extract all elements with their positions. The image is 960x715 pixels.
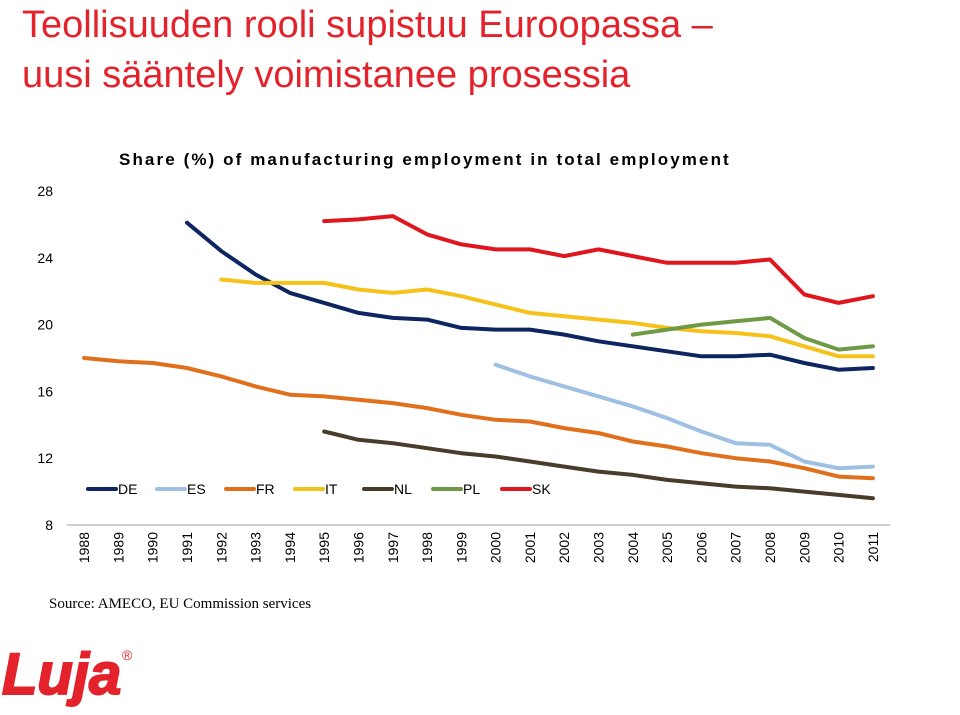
series-line-pl [630, 315, 875, 352]
legend-label-es: ES [187, 481, 206, 497]
x-tick-label: 1988 [76, 532, 92, 563]
x-axis-ticks: 1988 1989 1990 1991 1992 1993 1994 1995 1996 1997… [76, 532, 881, 563]
series-line-fr [82, 356, 875, 481]
legend-label-it: IT [325, 481, 338, 497]
x-tick-label: 2000 [488, 532, 504, 563]
legend-label-nl: NL [394, 481, 412, 497]
x-tick-label: 2009 [796, 532, 812, 563]
x-tick-label: 2010 [831, 532, 847, 563]
x-tick-label: 1996 [350, 532, 366, 563]
legend-label-pl: PL [463, 481, 480, 497]
legend-label-de: DE [118, 481, 137, 497]
legend-label-fr: FR [256, 481, 275, 497]
x-tick-label: 2007 [728, 532, 744, 563]
x-tick-label: 2004 [625, 532, 641, 563]
slide-title-line-2: uusi sääntely voimistanee prosessia [22, 54, 631, 96]
legend: DE ES FR IT NL PL SK [86, 481, 551, 497]
series-line-es [493, 362, 875, 471]
x-tick-label: 1989 [110, 532, 126, 563]
y-tick-label: 20 [37, 317, 53, 333]
legend-label-sk: SK [532, 481, 551, 497]
x-tick-label: 2002 [556, 532, 572, 563]
luja-logo: Luja ® [1, 641, 133, 708]
x-tick-label: 1992 [213, 532, 229, 563]
x-tick-label: 1995 [316, 532, 332, 563]
x-tick-label: 2005 [659, 532, 675, 563]
series-line-de [185, 220, 875, 372]
series-line-it [219, 277, 875, 359]
y-tick-label: 8 [45, 517, 53, 533]
series-lines [82, 214, 875, 501]
slide-title: Teollisuuden rooli supistuu Euroopassa –… [22, 0, 713, 100]
slide-title-line-1: Teollisuuden rooli supistuu Euroopassa – [22, 4, 713, 46]
x-tick-label: 1998 [419, 532, 435, 563]
x-tick-label: 1991 [179, 532, 195, 563]
x-tick-label: 1999 [453, 532, 469, 563]
logo-registered-mark: ® [122, 647, 133, 663]
x-tick-label: 2001 [522, 532, 538, 563]
series-line-nl [322, 429, 875, 501]
x-tick-label: 1994 [282, 532, 298, 563]
y-tick-label: 28 [37, 183, 53, 199]
chart-title: Share (%) of manufacturing employment in… [119, 150, 731, 169]
y-tick-label: 12 [37, 450, 53, 466]
x-tick-label: 1997 [385, 532, 401, 563]
series-line-sk [322, 214, 875, 305]
x-tick-label: 2011 [865, 532, 881, 562]
source-note: Source: AMECO, EU Commission services [49, 596, 312, 612]
y-tick-label: 16 [37, 383, 53, 399]
y-axis-ticks: 8 12 16 20 24 28 [37, 183, 53, 533]
x-tick-label: 1990 [145, 532, 161, 563]
x-tick-label: 2008 [762, 532, 778, 563]
x-tick-label: 1993 [248, 532, 264, 563]
y-tick-label: 24 [37, 250, 53, 266]
x-tick-label: 2006 [693, 532, 709, 563]
logo-text: Luja [2, 642, 121, 707]
x-tick-label: 2003 [591, 532, 607, 563]
